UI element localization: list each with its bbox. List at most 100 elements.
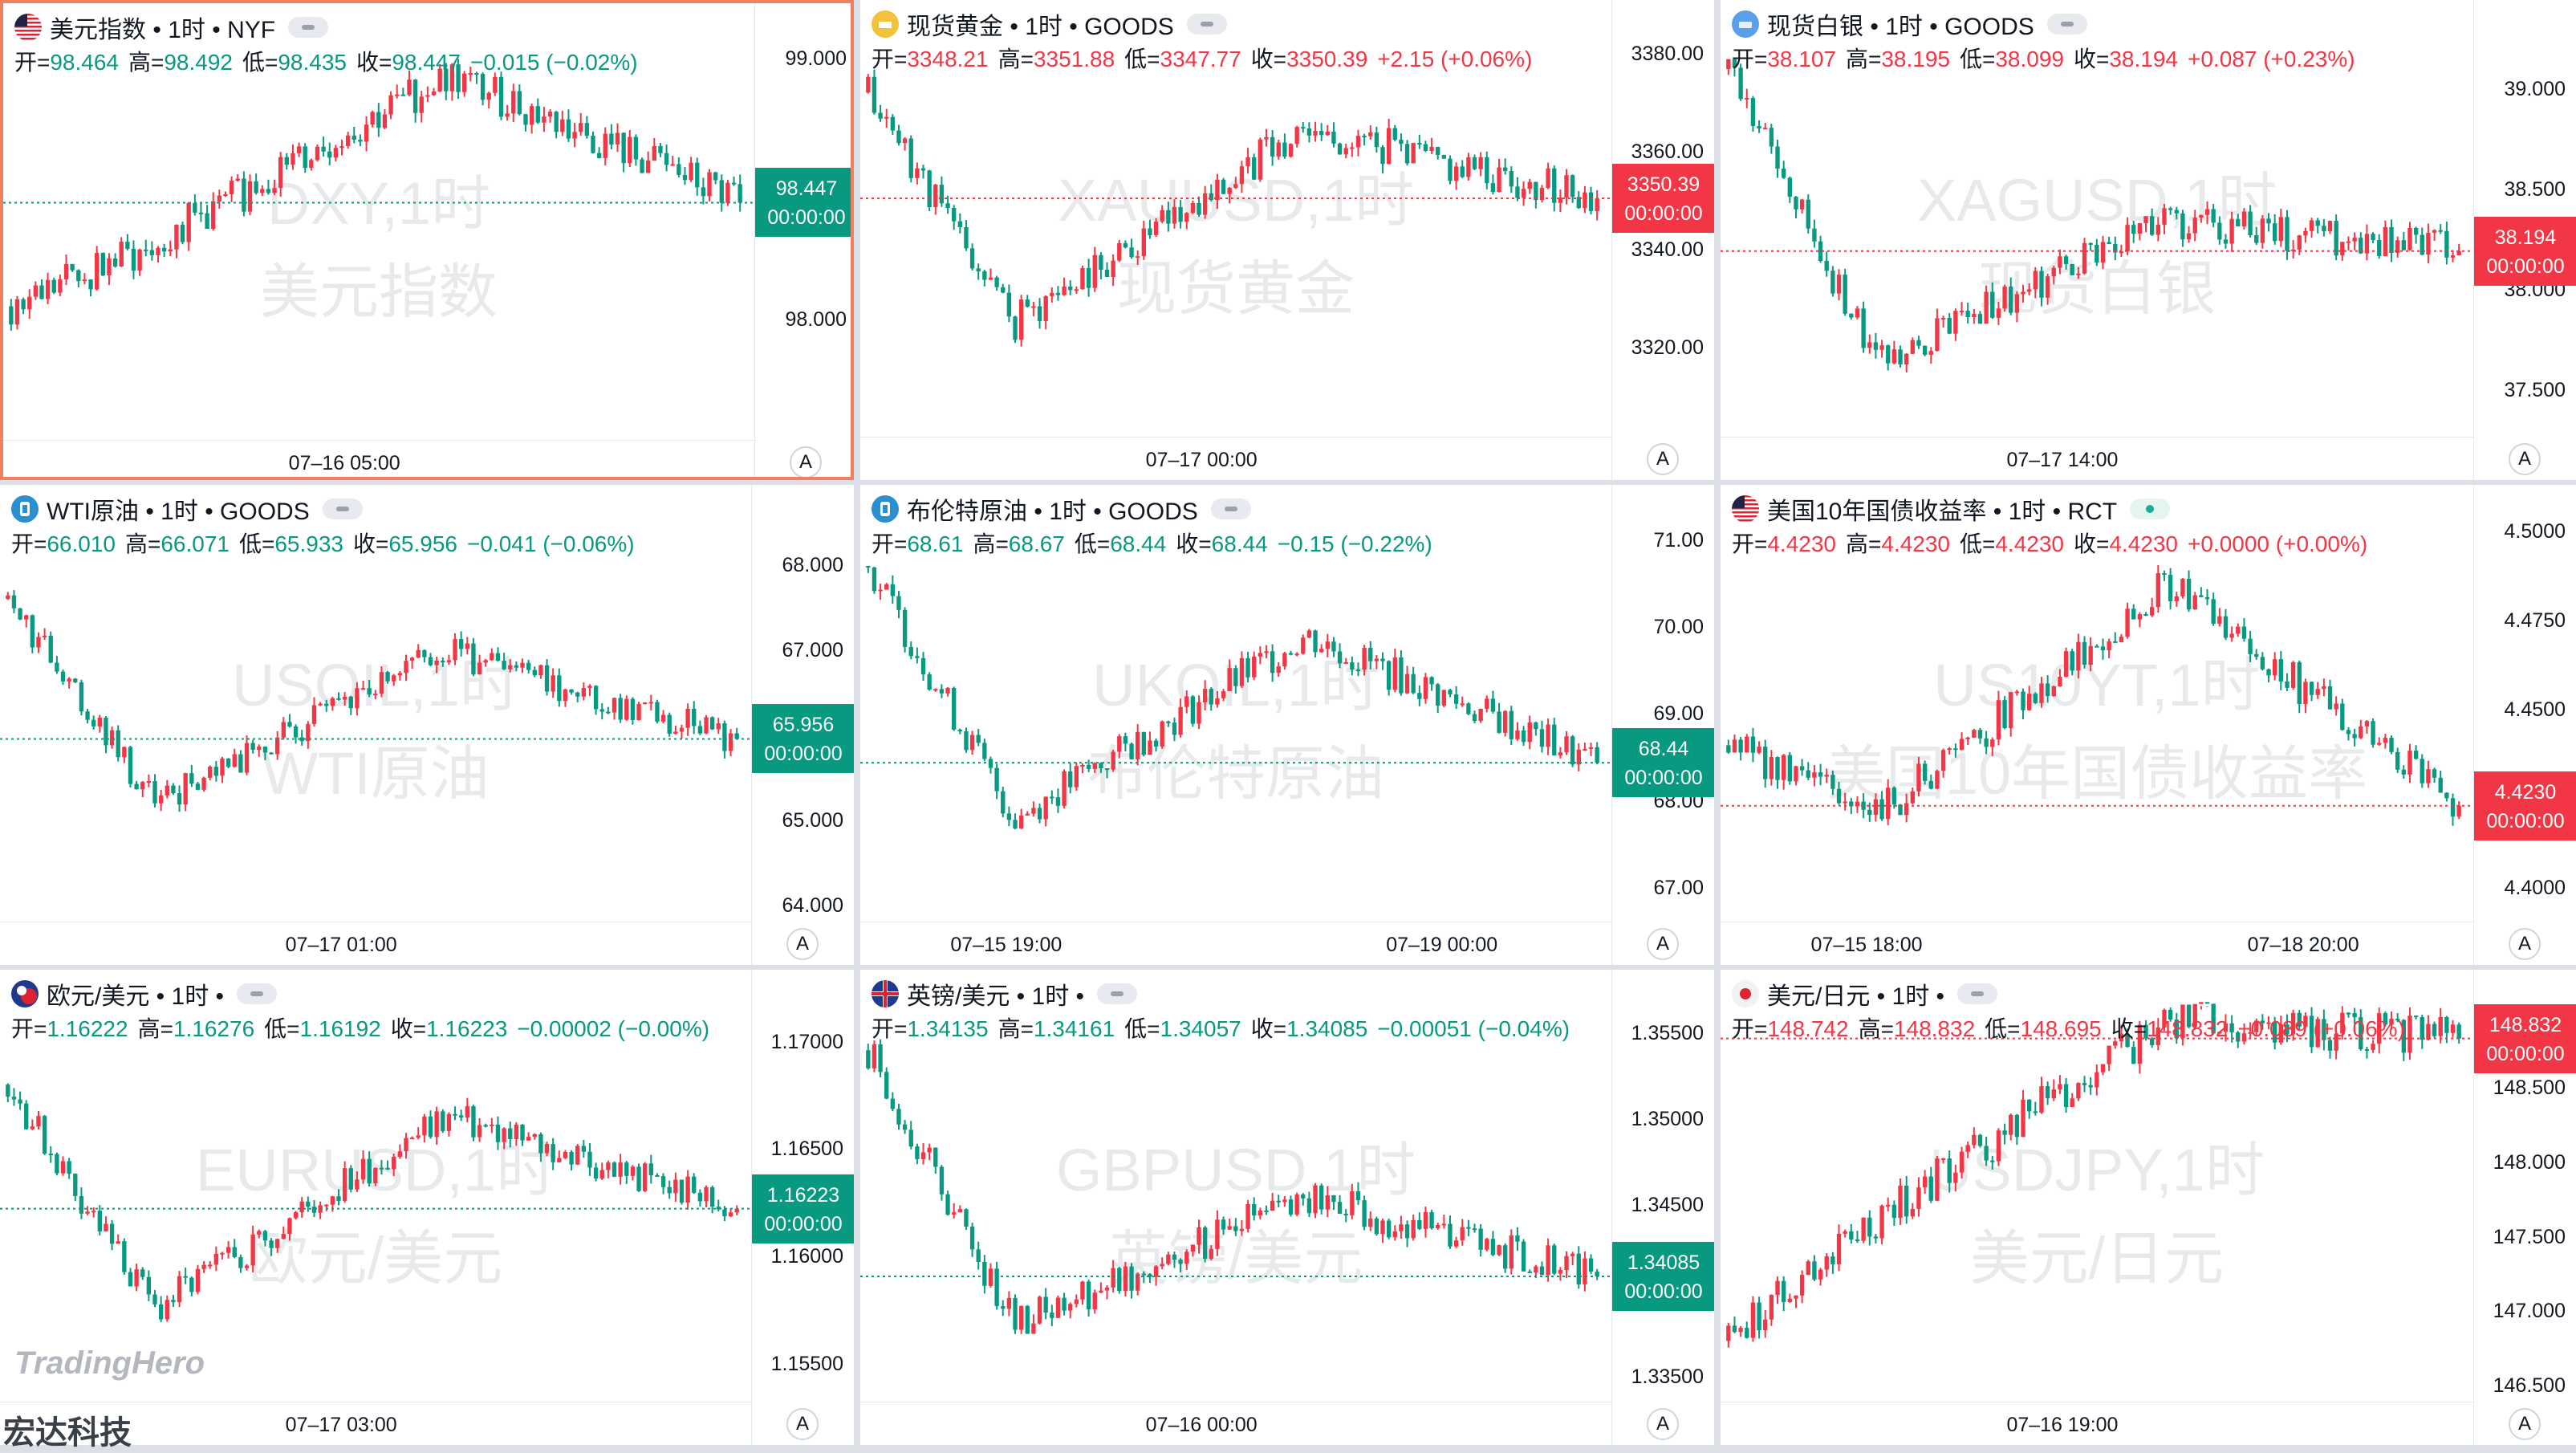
candle [1399,133,1404,152]
auto-scale-button[interactable]: A [786,1408,819,1440]
chart-header[interactable]: 美元指数 • 1时 • NYF [14,11,329,43]
candle [1380,144,1385,174]
price-axis[interactable]: 68.00067.00066.00065.00064.00065.95600:0… [751,485,854,965]
collapse-toggle-button[interactable] [1186,14,1227,35]
time-axis[interactable]: 07–15 19:00 07–19 00:00 [860,922,1611,965]
candle [1148,731,1152,755]
candle [544,1142,550,1157]
candle [1794,196,1798,219]
chart-panel-2[interactable]: XAGUSD,1时 现货白银 现货白银 • 1时 • GOODS 开=38.107 高=… [1721,0,2576,480]
candle [2131,1041,2136,1064]
price-axis[interactable]: 39.000 38.500 38.000 37.500 38.194 00:00:00 [2473,0,2576,480]
candle [563,1150,568,1160]
candle [1552,718,1557,756]
chart-header[interactable]: 现货黄金 • 1时 • GOODS [872,8,1227,40]
time-axis[interactable]: 07–17 01:00 [0,922,751,965]
collapse-toggle-button[interactable] [1210,499,1251,519]
candle [119,237,124,267]
auto-scale-button[interactable]: A [2509,1408,2541,1440]
price-axis[interactable]: 1.355001.350001.345001.340001.335001.340… [1611,970,1714,1445]
time-axis[interactable]: 07–17 03:00 [0,1402,751,1445]
collapse-toggle-button[interactable] [1097,983,1138,1004]
candle [658,143,663,157]
price-axis[interactable]: 149.000148.500148.000147.500147.000146.5… [2473,970,2576,1445]
candle [278,152,283,197]
chart-panel-7[interactable]: GBPUSD,1时 英镑/美元 英镑/美元 • 1时 • 开=1.34135 高=1.3… [860,970,1714,1445]
price-axis[interactable]: 4.50004.47504.45004.42504.40004.423000:0… [2473,485,2576,965]
candlestick-plot[interactable] [860,970,1611,1402]
auto-scale-button[interactable]: A [1647,443,1679,475]
market-status-indicator[interactable] [2130,499,2171,519]
candle [1503,158,1508,175]
candle [242,171,246,217]
candlestick-plot[interactable] [0,485,751,922]
collapse-toggle-button[interactable] [237,983,278,1004]
candle [1343,1209,1348,1223]
candle [1306,629,1312,639]
time-axis[interactable]: 07–17 00:00 [860,437,1611,480]
candle [1288,1195,1294,1217]
candlestick-plot[interactable] [1721,0,2473,437]
auto-scale-button[interactable]: A [786,928,819,960]
auto-scale-button[interactable]: A [790,446,822,477]
collapse-toggle-button[interactable] [2046,14,2087,35]
chart-header[interactable]: 美元/日元 • 1时 • [1732,978,1998,1010]
chart-header[interactable]: 美国10年国债收益率 • 1时 • RCT [1732,493,2171,525]
price-axis[interactable]: 1.17000 1.16500 1.16000 1.15500 1.16223 00:00… [751,970,854,1445]
candle [1104,262,1110,278]
ohlc-close-label: 收= [1250,47,1287,71]
chart-panel-0[interactable]: DXY,1时 美元指数 美元指数 • 1时 • NYF 开=98.464 高=98.49… [0,0,854,480]
time-axis[interactable]: 07–17 14:00 [1721,437,2473,480]
candlestick-plot[interactable] [860,485,1611,922]
time-axis[interactable]: 07–16 19:00 [1721,1402,2473,1445]
time-axis[interactable]: 07–16 00:00 [860,1402,1611,1445]
candle [1331,637,1336,657]
chart-panel-1[interactable]: XAUUSD,1时 现货黄金 现货黄金 • 1时 • GOODS 开=3348.21 高… [860,0,1714,480]
time-axis[interactable]: 07–16 05:00 [3,440,754,477]
price-axis[interactable]: 3380.00 3360.00 3340.00 3320.00 3350.39 00:00… [1611,0,1714,480]
chart-panel-8[interactable]: USDJPY,1时 美元/日元 美元/日元 • 1时 • 开=148.742 高=148… [1721,970,2576,1445]
candlestick-plot[interactable] [1721,485,2473,922]
candle [1037,298,1042,329]
candle [42,628,47,640]
chart-header[interactable]: 布伦特原油 • 1时 • GOODS [872,493,1251,525]
collapse-toggle-button[interactable] [288,17,329,38]
candle [920,652,926,681]
candlestick-plot[interactable] [1721,970,2473,1402]
price-axis[interactable]: 71.00 70.00 69.00 68.00 67.00 68.44 00:00:00 [1611,485,1714,965]
candle [1294,1192,1299,1217]
candle [2199,214,2204,223]
candle [1990,282,1995,319]
interval-label: 1时 [160,499,198,525]
candle [2315,1016,2320,1048]
auto-scale-button[interactable]: A [1647,1408,1679,1440]
chart-header[interactable]: 英镑/美元 • 1时 • [872,978,1138,1010]
candlestick-plot[interactable] [3,3,754,440]
chart-panel-3[interactable]: USOIL,1时 WTI原油 WTI原油 • 1时 • GOODS 开=66.010 高… [0,485,854,965]
chart-panel-4[interactable]: UKOIL,1时布伦特原油布伦特原油 • 1时 • GOODS开=68.61高=… [860,485,1714,965]
candlestick-plot[interactable] [0,970,751,1402]
collapse-toggle-button[interactable] [322,499,363,519]
candle [2137,222,2143,241]
chart-header[interactable]: WTI原油 • 1时 • GOODS [11,493,363,525]
chart-panel-5[interactable]: US10YT,1时 美国10年国债收益率 美国10年国债收益率 • 1时 • RCT… [1721,485,2576,965]
auto-scale-button[interactable]: A [1647,928,1679,960]
time-axis[interactable]: 07–15 18:00 07–18 20:00 [1721,922,2473,965]
last-price-label: 1.34085 00:00:00 [1612,1241,1714,1311]
chart-header[interactable]: 欧元/美元 • 1时 • [11,978,278,1010]
price-tick: 1.34500 [1631,1194,1704,1217]
candle [1325,124,1330,136]
candlestick-plot[interactable] [860,0,1611,437]
auto-scale-button[interactable]: A [2509,443,2541,475]
candle [1879,1204,1884,1245]
collapse-toggle-button[interactable] [1957,983,1998,1004]
chart-header[interactable]: 现货白银 • 1时 • GOODS [1732,8,2087,40]
candle [737,174,742,212]
auto-scale-button[interactable]: A [2509,928,2541,960]
last-price-label: 38.194 00:00:00 [2474,216,2576,286]
last-price-value: 1.16223 [766,1183,840,1207]
candle [1861,1217,1866,1243]
candle [1812,219,1817,248]
